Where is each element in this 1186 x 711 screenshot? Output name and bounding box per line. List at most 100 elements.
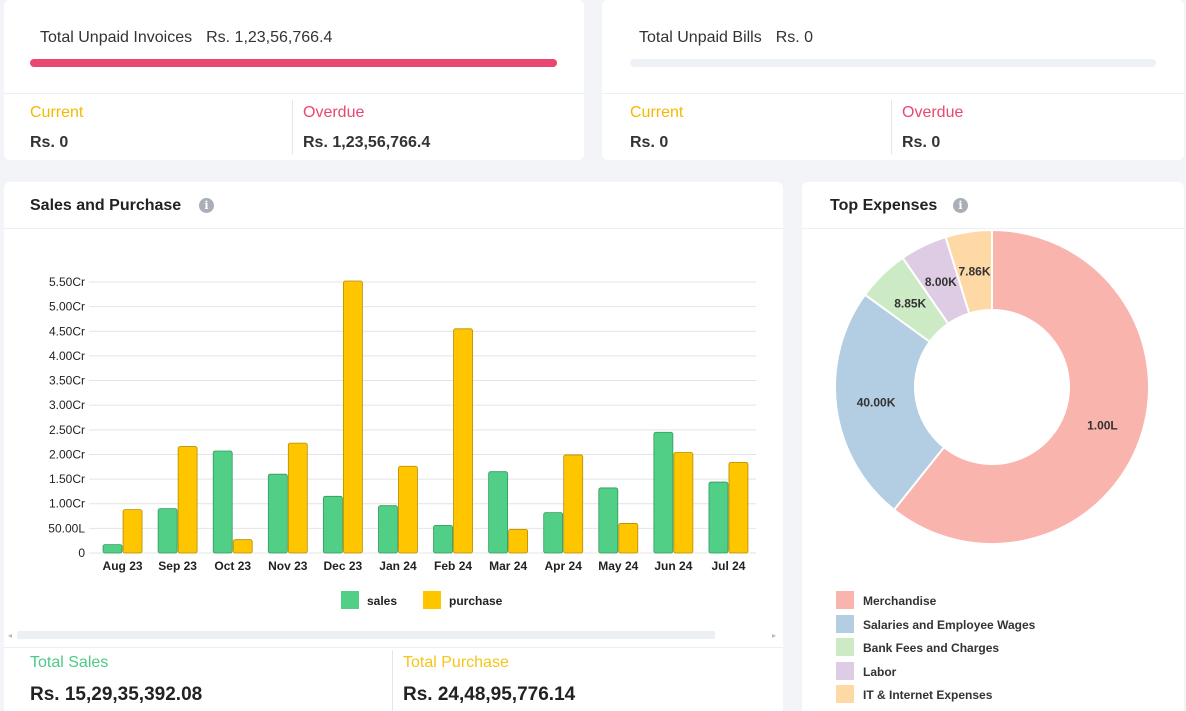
x-tick-label: Dec 23: [324, 559, 363, 573]
bar-sales: [102, 544, 123, 554]
bar-sales: [708, 481, 729, 554]
chart-scrollbar[interactable]: [17, 631, 715, 639]
legend-swatch[interactable]: [836, 685, 854, 703]
bills-summary: Total Unpaid Bills Rs. 0: [639, 29, 813, 47]
bills-overdue-value[interactable]: Rs. 0: [902, 134, 941, 151]
legend-label[interactable]: IT & Internet Expenses: [863, 688, 993, 702]
scroll-left-arrow[interactable]: ◂: [8, 631, 13, 640]
y-tick-label: 4.50Cr: [49, 324, 85, 338]
bar-purchase: [287, 442, 308, 554]
y-tick-label: 2.50Cr: [49, 423, 85, 437]
legend-swatch-purchase: [423, 591, 441, 609]
divider: [802, 228, 1184, 229]
x-tick-label: Aug 23: [103, 559, 143, 573]
x-tick-label: Apr 24: [545, 559, 583, 573]
invoices-overdue-label: Overdue: [303, 104, 365, 121]
bar-purchase: [453, 328, 473, 554]
unpaid-invoices-card: Total Unpaid Invoices Rs. 1,23,56,766.4 C…: [4, 0, 584, 160]
x-tick-label: Jan 24: [379, 559, 417, 573]
invoices-progress-bar: [30, 59, 557, 67]
slice-label: 8.00K: [925, 275, 957, 289]
divider: [4, 647, 783, 648]
bills-progress-bar: [630, 59, 1156, 67]
bar-sales: [653, 431, 674, 554]
legend-label[interactable]: Merchandise: [863, 594, 937, 608]
scroll-right-arrow[interactable]: ▸: [772, 631, 777, 640]
bar-sales: [488, 471, 509, 554]
legend-label[interactable]: Bank Fees and Charges: [863, 641, 1000, 655]
legend-label[interactable]: Labor: [863, 664, 897, 679]
bar-purchase: [728, 461, 749, 554]
y-tick-label: 1.50Cr: [49, 472, 85, 486]
divider: [4, 93, 584, 94]
bills-overdue-label: Overdue: [902, 104, 964, 121]
bar-sales: [433, 525, 453, 554]
slice-label: 8.85K: [894, 296, 926, 310]
divider: [602, 93, 1184, 94]
y-tick-label: 0: [78, 546, 85, 560]
x-tick-label: May 24: [598, 559, 638, 573]
slice-it-internet-expenses: [944, 229, 993, 315]
legend-swatch-sales: [341, 591, 359, 609]
y-tick-label: 1.00Cr: [49, 497, 85, 511]
bills-current-label: Current: [630, 104, 684, 121]
total-purchase-label: Total Purchase: [403, 654, 509, 671]
divider: [392, 650, 393, 711]
y-tick-label: 50.00L: [48, 521, 85, 535]
x-tick-label: Jul 24: [711, 559, 745, 573]
y-tick-label: 5.50Cr: [49, 275, 85, 289]
slice-label: 7.86K: [959, 264, 991, 278]
slice-salaries-and-employee-wages: [834, 293, 946, 512]
bar-purchase: [232, 539, 253, 554]
total-purchase-value: Rs. 24,48,95,776.14: [403, 684, 576, 705]
bills-title: Total Unpaid Bills: [639, 29, 762, 46]
y-tick-label: 2.00Cr: [49, 447, 85, 461]
invoices-overdue-value[interactable]: Rs. 1,23,56,766.4: [303, 134, 431, 151]
invoices-progress-fill: [30, 59, 557, 67]
bar-sales: [598, 487, 619, 554]
x-tick-label: Mar 24: [489, 559, 527, 573]
bar-sales: [157, 508, 178, 554]
invoices-current-value[interactable]: Rs. 0: [30, 134, 69, 151]
legend-swatch[interactable]: [836, 614, 854, 633]
divider: [891, 100, 892, 154]
x-tick-label: Sep 23: [158, 559, 197, 573]
bar-sales: [267, 473, 288, 554]
slice-merchandise: [892, 229, 1150, 545]
top-expenses-title: Top Expenses: [830, 197, 938, 214]
slice-label: 1.00L: [1087, 419, 1118, 433]
divider: [4, 228, 783, 229]
legend-label-sales: sales: [367, 594, 397, 608]
legend-swatch[interactable]: [836, 591, 854, 609]
bar-sales: [212, 450, 233, 554]
legend-label-purchase: purchase: [449, 594, 503, 608]
total-sales-label: Total Sales: [30, 654, 109, 671]
invoices-current-label: Current: [30, 104, 84, 121]
x-tick-label: Oct 23: [214, 559, 251, 573]
bar-purchase: [563, 454, 584, 554]
bar-purchase: [398, 465, 418, 554]
bar-purchase: [618, 523, 639, 554]
invoices-summary: Total Unpaid Invoices Rs. 1,23,56,766.4: [40, 29, 332, 47]
bar-sales: [322, 495, 343, 554]
info-icon[interactable]: i: [199, 198, 214, 213]
top-expenses-card: Top Expenses i 1.00L 40.00K 8.85K 8.00K 7.86…: [802, 182, 1184, 711]
unpaid-bills-card: Total Unpaid Bills Rs. 0 Current Rs. 0 Ov…: [602, 0, 1184, 160]
slice-label: 40.00K: [857, 396, 896, 410]
y-tick-label: 4.00Cr: [49, 349, 85, 363]
legend-swatch[interactable]: [836, 638, 854, 656]
legend-swatch[interactable]: [836, 661, 854, 680]
y-tick-label: 3.50Cr: [49, 374, 85, 388]
info-icon[interactable]: i: [953, 198, 968, 213]
bar-purchase: [342, 280, 363, 554]
total-sales-value: Rs. 15,29,35,392.08: [30, 684, 203, 705]
legend-label[interactable]: Salaries and Employee Wages: [863, 617, 1036, 632]
invoices-amount: Rs. 1,23,56,766.4: [206, 29, 333, 46]
bar-sales: [378, 505, 398, 554]
bills-current-value[interactable]: Rs. 0: [630, 134, 669, 151]
sales-purchase-card: Sales and Purchase i 0 50.00L 1.00Cr 1.50Cr…: [4, 182, 783, 711]
bar-purchase: [673, 452, 694, 554]
sales-purchase-title: Sales and Purchase: [30, 197, 182, 214]
y-tick-label: 3.00Cr: [49, 398, 85, 412]
